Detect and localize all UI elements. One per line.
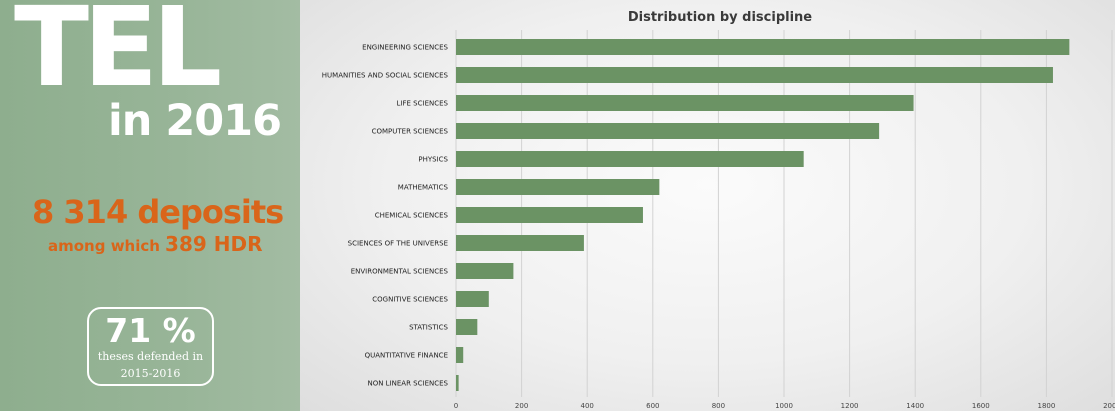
chart-panel: Distribution by discipline ENGINEERING S… <box>300 0 1115 411</box>
bar-quantitative-finance <box>456 347 464 363</box>
category-label: QUANTITATIVE FINANCE <box>365 352 448 360</box>
x-tick-label: 0 <box>454 402 458 410</box>
category-label: SCIENCES OF THE UNIVERSE <box>348 240 448 248</box>
bar-cognitive-sciences <box>456 291 489 307</box>
x-tick-label: 1800 <box>1037 402 1055 410</box>
x-tick-label: 600 <box>646 402 659 410</box>
x-tick-label: 1000 <box>775 402 793 410</box>
category-label: ENGINEERING SCIENCES <box>362 44 448 52</box>
theses-label: theses defended in 2015-2016 <box>89 349 212 382</box>
chart-title: Distribution by discipline <box>628 10 812 25</box>
bar-environmental-sciences <box>456 263 514 279</box>
bar-life-sciences <box>456 95 914 111</box>
category-label: NON LINEAR SCIENCES <box>367 380 448 388</box>
x-tick-label: 1400 <box>906 402 924 410</box>
deposits-count: 8 314 deposits <box>32 193 284 231</box>
bars <box>456 39 1070 391</box>
grid-lines <box>455 30 1113 397</box>
category-label: STATISTICS <box>409 324 448 332</box>
theses-label-line2: 2015-2016 <box>120 366 181 380</box>
category-label: CHEMICAL SCIENCES <box>375 212 449 220</box>
bar-engineering-sciences <box>456 39 1070 55</box>
x-tick-label: 400 <box>581 402 594 410</box>
category-label: LIFE SCIENCES <box>397 100 449 108</box>
hdr-prefix: among which <box>48 237 160 255</box>
hdr-value: 389 HDR <box>165 232 263 256</box>
discipline-bar-chart: Distribution by discipline ENGINEERING S… <box>322 10 1115 410</box>
theses-stat-box: 71 % theses defended in 2015-2016 <box>87 307 214 386</box>
bar-computer-sciences <box>456 123 880 139</box>
category-label: COMPUTER SCIENCES <box>372 128 449 136</box>
bar-mathematics <box>456 179 660 195</box>
x-tick-label: 800 <box>712 402 725 410</box>
bar-chemical-sciences <box>456 207 643 223</box>
summary-panel: TEL in 2016 8 314 deposits among which 3… <box>0 0 300 411</box>
bar-sciences-of-the-universe <box>456 235 584 251</box>
x-tick-label: 200 <box>515 402 528 410</box>
category-label: COGNITIVE SCIENCES <box>372 296 448 304</box>
bar-humanities-and-social-sciences <box>456 67 1053 83</box>
brand-title: TEL <box>14 0 222 111</box>
year-subtitle: in 2016 <box>108 96 282 146</box>
x-tick-label: 1200 <box>841 402 859 410</box>
theses-percentage: 71 % <box>105 311 196 350</box>
bar-physics <box>456 151 804 167</box>
category-label: PHYSICS <box>418 156 448 164</box>
category-label: MATHEMATICS <box>398 184 449 192</box>
bar-non-linear-sciences <box>456 375 459 391</box>
x-tick-label: 1600 <box>972 402 990 410</box>
category-label: ENVIRONMENTAL SCIENCES <box>351 268 449 276</box>
category-labels: ENGINEERING SCIENCES HUMANITIES AND SOCIA… <box>322 44 449 388</box>
category-label: HUMANITIES AND SOCIAL SCIENCES <box>322 72 449 80</box>
bar-statistics <box>456 319 478 335</box>
x-tick-labels: 0 200 400 600 800 1000 1200 1400 1600 1800 2000 <box>454 402 1115 410</box>
x-tick-label: 2000 <box>1103 402 1115 410</box>
hdr-line: among which 389 HDR <box>48 234 263 254</box>
theses-label-line1: theses defended in <box>97 350 204 363</box>
